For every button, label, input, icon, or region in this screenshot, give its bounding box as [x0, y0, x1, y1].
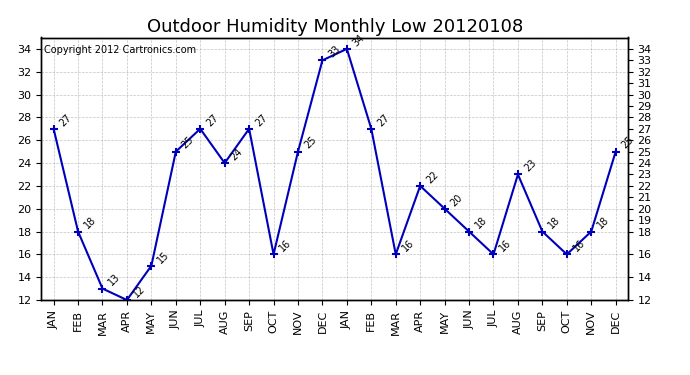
Text: 20: 20 [448, 192, 464, 208]
Text: 27: 27 [253, 112, 269, 128]
Text: 16: 16 [277, 238, 293, 254]
Text: 18: 18 [546, 215, 562, 231]
Text: 27: 27 [204, 112, 220, 128]
Text: 12: 12 [131, 284, 147, 299]
Text: 34: 34 [351, 32, 367, 48]
Text: 15: 15 [155, 249, 171, 265]
Text: 18: 18 [82, 215, 98, 231]
Text: 16: 16 [400, 238, 415, 254]
Title: Outdoor Humidity Monthly Low 20120108: Outdoor Humidity Monthly Low 20120108 [146, 18, 523, 36]
Text: 27: 27 [375, 112, 391, 128]
Text: 33: 33 [326, 44, 342, 60]
Text: 18: 18 [473, 215, 489, 231]
Text: 25: 25 [302, 135, 318, 151]
Text: 24: 24 [229, 147, 245, 162]
Text: 16: 16 [497, 238, 513, 254]
Text: 27: 27 [58, 112, 74, 128]
Text: 22: 22 [424, 169, 440, 185]
Text: 18: 18 [595, 215, 611, 231]
Text: 25: 25 [620, 135, 635, 151]
Text: 16: 16 [571, 238, 586, 254]
Text: 13: 13 [107, 272, 122, 288]
Text: 25: 25 [180, 135, 196, 151]
Text: 23: 23 [522, 158, 538, 174]
Text: Copyright 2012 Cartronics.com: Copyright 2012 Cartronics.com [44, 45, 197, 56]
